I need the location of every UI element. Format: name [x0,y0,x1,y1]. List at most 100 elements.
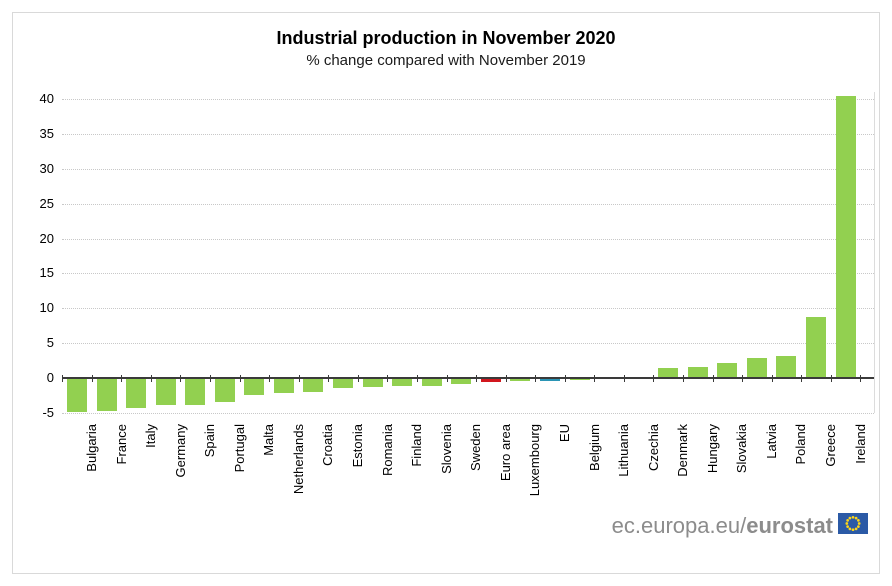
axis-tick [416,375,418,382]
gridline [62,343,874,345]
axis-tick [298,375,300,382]
x-axis-label-hungary: Hungary [704,424,720,474]
x-axis-label-ireland: Ireland [852,424,868,464]
bar-latvia [746,358,767,378]
axis-tick [328,375,330,382]
x-axis-label-sweden: Sweden [468,424,484,471]
bar-romania [362,378,383,388]
y-axis-label: 35 [39,125,54,141]
axis-tick [210,375,212,382]
bar-eu [539,378,560,381]
y-axis-label: -5 [42,404,54,420]
axis-tick [180,375,182,382]
url-eurostat: eurostat [746,513,833,538]
x-axis-label-malta: Malta [261,424,277,456]
axis-tick [239,375,241,382]
url-prefix: ec.europa.eu/ [611,513,747,538]
eurostat-url: ec.europa.eu/eurostat [612,513,833,539]
y-axis-label: 20 [39,230,54,246]
x-axis-label-germany: Germany [172,424,188,478]
chart-title: Industrial production in November 2020 [276,28,616,48]
gridline [62,412,874,414]
axis-tick [446,375,448,382]
x-axis-label-luxembourg: Luxembourg [527,424,543,497]
gridline [62,99,874,100]
bar-malta [244,378,265,396]
axis-tick [594,375,596,382]
y-axis-label: 30 [39,160,54,176]
bar-france [96,378,117,412]
axis-tick [682,375,684,382]
y-axis-label: 5 [46,335,54,351]
gridline [62,133,874,135]
x-axis-label-romania: Romania [379,424,395,477]
x-axis-label-eu: EU [556,424,572,443]
x-axis-label-estonia: Estonia [350,424,366,468]
bar-croatia [303,378,324,392]
axis-tick [387,375,389,382]
axis-tick [505,375,507,382]
bar-portugal [214,378,235,403]
x-axis-label-portugal: Portugal [231,424,247,473]
x-axis-label-finland: Finland [409,424,425,467]
chart-frame-border [12,12,880,574]
x-axis-label-greece: Greece [823,424,838,467]
y-axis-label: 40 [39,91,54,106]
bar-ireland [835,95,856,378]
x-axis-label-denmark: Denmark [675,424,691,477]
plot-right-border [874,92,875,413]
eu-flag-icon [838,513,868,539]
x-axis-label-czechia: Czechia [645,424,661,471]
gridline [62,308,874,310]
gridline [62,168,874,170]
x-axis-line [62,377,874,379]
y-axis-label: 25 [39,195,54,211]
axis-tick [771,375,773,382]
axis-tick [830,375,832,382]
axis-tick [801,375,803,382]
x-axis-label-bulgaria: Bulgaria [84,424,99,472]
bar-belgium [569,378,590,381]
bar-bulgaria [67,378,87,413]
x-axis-label-italy: Italy [143,424,159,448]
chart-subtitle: % change compared with November 2019 [306,52,586,69]
bar-estonia [333,378,354,388]
y-axis-label: 10 [39,300,54,316]
bar-hungary [687,366,708,378]
x-axis-label-belgium: Belgium [586,424,602,471]
bar-poland [776,356,797,378]
x-axis-label-lithuania: Lithuania [616,424,632,477]
axis-tick [357,375,359,382]
axis-tick [653,375,655,382]
gridline [62,238,874,240]
bar-germany [155,378,176,406]
bar-greece [806,316,826,378]
x-axis-label-slovakia: Slovakia [734,424,750,474]
axis-tick [150,375,152,382]
axis-tick [269,375,271,382]
axis-tick [860,375,862,382]
axis-tick [91,375,93,382]
axis-tick [121,375,123,382]
bar-spain [185,378,206,405]
y-axis-label: 15 [39,265,54,281]
gridline [62,273,874,275]
x-axis-label-france: France [113,424,129,465]
x-axis-label-euro-area: Euro area [497,424,513,482]
bar-italy [126,378,147,408]
x-axis-label-spain: Spain [202,424,218,458]
axis-tick [712,375,714,382]
x-axis-label-netherlands: Netherlands [290,424,306,495]
axis-tick [476,375,478,382]
bar-euro-area [480,378,501,383]
footer: ec.europa.eu/eurostat [612,513,868,539]
axis-tick [535,375,537,382]
bar-denmark [658,368,679,378]
axis-tick [623,375,625,382]
x-axis-label-latvia: Latvia [763,424,779,459]
gridline [62,203,874,205]
bar-luxembourg [510,378,531,382]
y-axis-label: 0 [46,370,54,385]
bar-netherlands [273,378,294,393]
